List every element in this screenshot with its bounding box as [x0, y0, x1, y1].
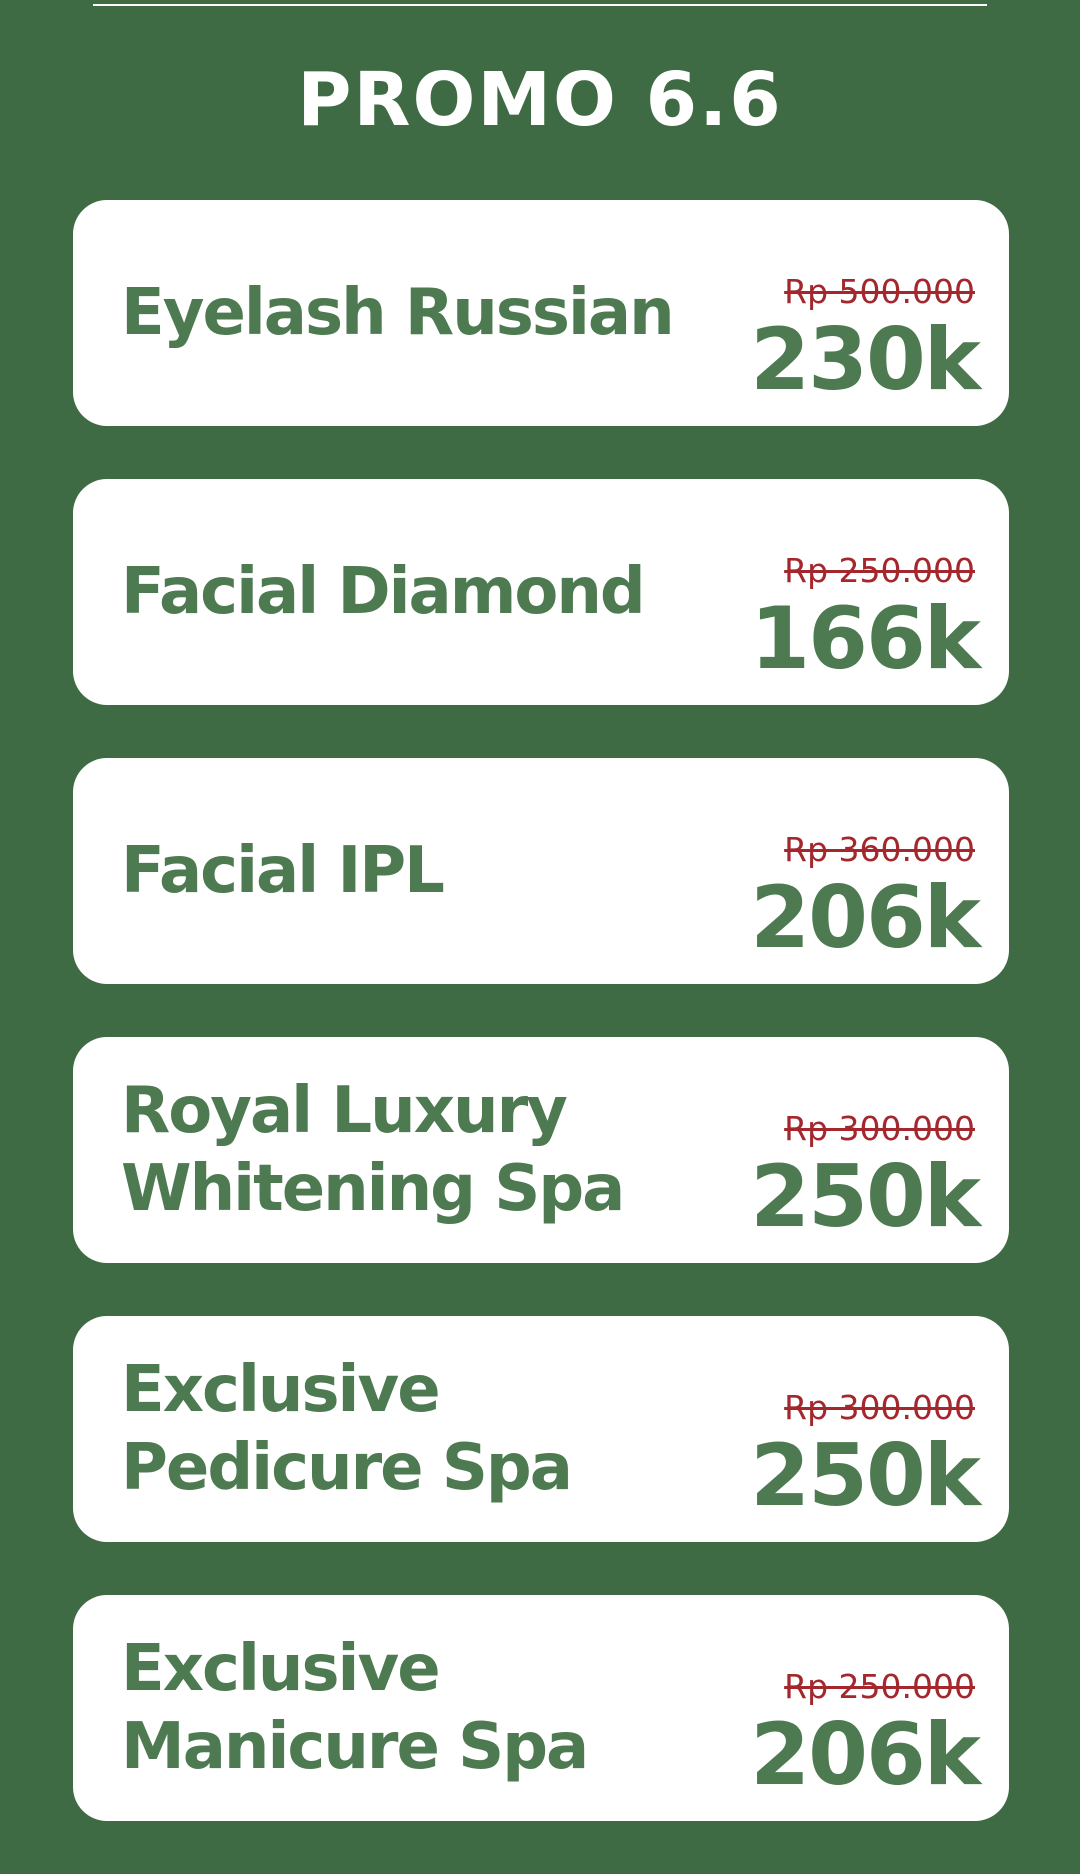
top-divider: [93, 4, 987, 6]
promo-price: 250k: [750, 1147, 981, 1247]
promo-card: Facial Diamond Rp 250.000 166k: [73, 479, 1009, 705]
original-price: Rp 300.000: [784, 1388, 975, 1427]
promo-price: 250k: [750, 1426, 981, 1526]
promo-card: Eyelash Russian Rp 500.000 230k: [73, 200, 1009, 426]
promo-price: 206k: [750, 1705, 981, 1805]
service-name: Royal Luxury Whitening Spa: [121, 1074, 625, 1226]
promo-card: Exclusive Manicure Spa Rp 250.000 206k: [73, 1595, 1009, 1821]
promo-price: 206k: [750, 868, 981, 968]
promo-price: 166k: [750, 589, 981, 689]
page-title: PROMO 6.6: [297, 57, 783, 143]
promo-card: Exclusive Pedicure Spa Rp 300.000 250k: [73, 1316, 1009, 1542]
original-price: Rp 500.000: [784, 272, 975, 311]
original-price: Rp 360.000: [784, 830, 975, 869]
service-name: Eyelash Russian: [121, 276, 675, 350]
service-name: Facial Diamond: [121, 555, 646, 629]
original-price: Rp 250.000: [784, 551, 975, 590]
original-price: Rp 250.000: [784, 1667, 975, 1706]
promo-card: Royal Luxury Whitening Spa Rp 300.000 25…: [73, 1037, 1009, 1263]
service-name: Exclusive Pedicure Spa: [121, 1353, 573, 1505]
promo-list: Eyelash Russian Rp 500.000 230k Facial D…: [73, 200, 1009, 1874]
service-name: Facial IPL: [121, 834, 445, 908]
promo-price: 230k: [750, 310, 981, 410]
promo-card: Facial IPL Rp 360.000 206k: [73, 758, 1009, 984]
service-name: Exclusive Manicure Spa: [121, 1632, 589, 1784]
original-price: Rp 300.000: [784, 1109, 975, 1148]
